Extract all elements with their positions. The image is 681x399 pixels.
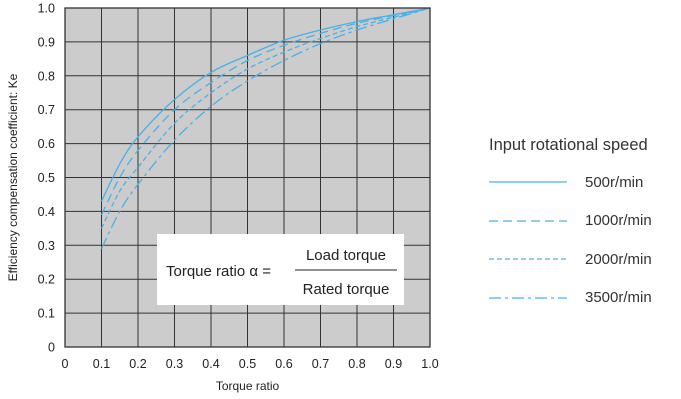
x-tick-label: 0.6 <box>275 357 292 371</box>
y-tick-label: 0.6 <box>38 137 55 151</box>
y-tick-label: 0.5 <box>38 171 55 185</box>
x-tick-label: 1.0 <box>421 357 438 371</box>
series-line-2000r-min <box>100 7 431 229</box>
x-tick-label: 0.5 <box>239 357 256 371</box>
x-tick-label: 0.8 <box>348 357 365 371</box>
x-tick-label: 0 <box>62 357 69 371</box>
formula-prefix: Torque ratio α = <box>166 263 271 280</box>
series-line-500r-min <box>100 7 431 202</box>
legend-item: 1000r/min <box>489 202 679 241</box>
y-axis-label: Efficiency compensation coefficient: Ke <box>6 73 20 281</box>
legend-label: 3500r/min <box>585 289 652 307</box>
legend-swatch <box>489 297 567 299</box>
x-axis-label: Torque ratio <box>216 379 280 393</box>
y-tick-label: 0.9 <box>38 35 55 49</box>
y-tick-label: 0.8 <box>38 69 55 83</box>
formula-denominator: Rated torque <box>303 281 390 298</box>
y-tick-label: 0.2 <box>38 273 55 287</box>
series-line-1000r-min <box>100 7 431 216</box>
legend-item: 3500r/min <box>489 279 679 318</box>
legend-item: 2000r/min <box>489 240 679 279</box>
legend-label: 1000r/min <box>585 212 652 230</box>
legend-swatch <box>489 258 567 260</box>
x-tick-label: 0.2 <box>129 357 146 371</box>
legend: Input rotational speed 500r/min 1000r/min… <box>489 136 679 317</box>
y-tick-label: 0.3 <box>38 239 55 253</box>
x-tick-labels: 0 0.1 0.2 0.3 0.4 0.5 0.6 0.7 0.8 0.9 1.0 <box>62 357 439 371</box>
legend-item: 500r/min <box>489 163 679 202</box>
x-tick-label: 0.4 <box>202 357 219 371</box>
x-tick-label: 0.1 <box>93 357 110 371</box>
y-tick-label: 0.1 <box>38 307 55 321</box>
x-tick-label: 0.3 <box>166 357 183 371</box>
series-lines <box>100 7 431 249</box>
y-tick-label: 0.4 <box>38 205 55 219</box>
legend-title: Input rotational speed <box>489 136 648 154</box>
y-tick-labels: 0 0.1 0.2 0.3 0.4 0.5 0.6 0.7 0.8 0.9 1.0 <box>38 2 55 355</box>
legend-label: 2000r/min <box>585 250 652 268</box>
legend-entries: 500r/min 1000r/min 2000r/min 3500r/min <box>489 163 679 317</box>
legend-swatch <box>489 220 567 222</box>
x-tick-label: 0.7 <box>312 357 329 371</box>
series-line-3500r-min <box>100 7 431 249</box>
y-tick-label: 0.7 <box>38 103 55 117</box>
legend-swatch <box>489 181 567 183</box>
x-tick-label: 0.9 <box>385 357 402 371</box>
torque-ratio-formula: Torque ratio α = Load torque Rated torqu… <box>157 234 404 305</box>
legend-label: 500r/min <box>585 173 644 191</box>
formula-numerator: Load torque <box>306 247 386 264</box>
plot-border <box>64 7 431 348</box>
y-tick-label: 1.0 <box>38 2 55 16</box>
y-tick-label: 0 <box>48 341 55 355</box>
